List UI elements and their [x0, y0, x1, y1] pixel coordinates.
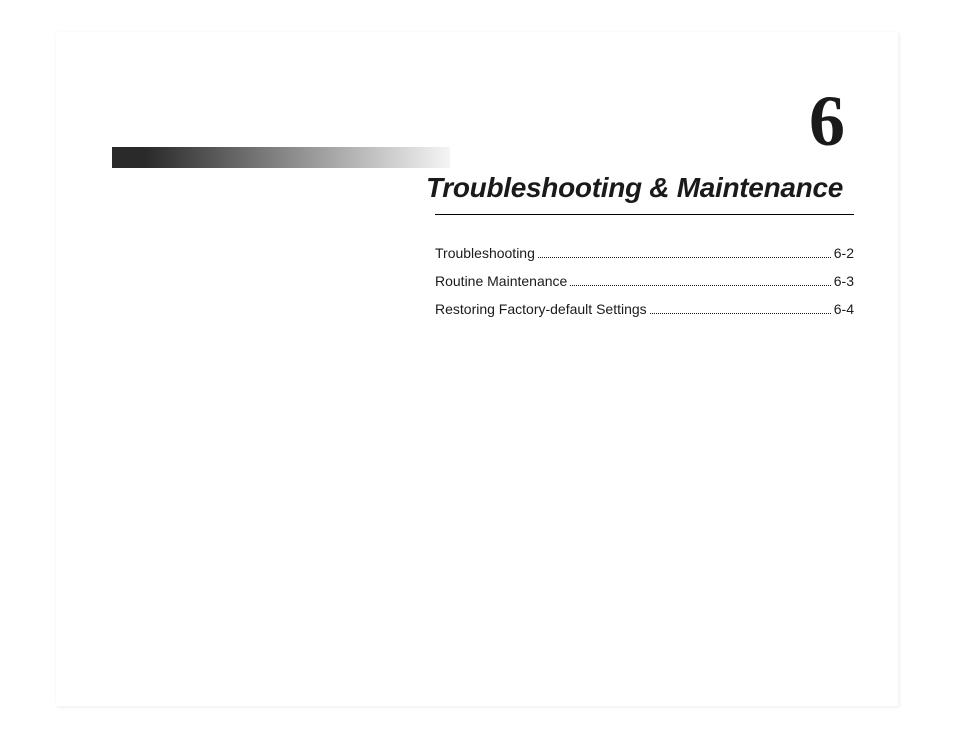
table-of-contents: Troubleshooting 6-2 Routine Maintenance … — [435, 245, 854, 329]
toc-leader-dots — [570, 285, 830, 286]
toc-row: Routine Maintenance 6-3 — [435, 273, 854, 289]
title-underline-rule — [435, 214, 854, 215]
toc-leader-dots — [538, 257, 831, 258]
toc-row: Restoring Factory-default Settings 6-4 — [435, 301, 854, 317]
toc-leader-dots — [650, 313, 831, 314]
document-page: 6 Troubleshooting & Maintenance Troubles… — [56, 32, 898, 706]
toc-item-label: Restoring Factory-default Settings — [435, 301, 647, 317]
chapter-title: Troubleshooting & Maintenance — [426, 172, 843, 204]
toc-item-page: 6-4 — [834, 301, 854, 317]
chapter-gradient-bar — [112, 147, 450, 168]
toc-item-page: 6-3 — [834, 273, 854, 289]
toc-item-label: Troubleshooting — [435, 245, 535, 261]
toc-item-page: 6-2 — [834, 245, 854, 261]
toc-row: Troubleshooting 6-2 — [435, 245, 854, 261]
chapter-number: 6 — [809, 80, 843, 163]
toc-item-label: Routine Maintenance — [435, 273, 567, 289]
